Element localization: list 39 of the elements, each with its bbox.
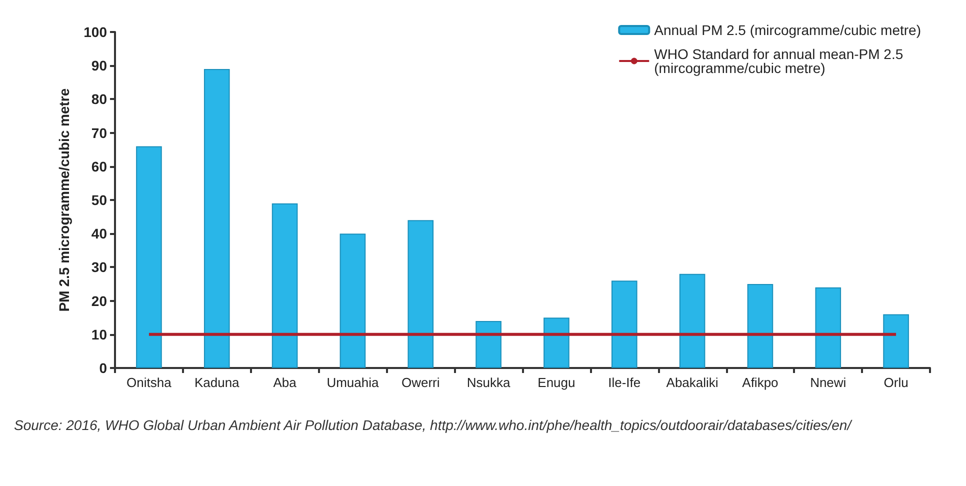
bar — [476, 320, 502, 368]
bar — [272, 203, 298, 368]
x-tick-label: Abakaliki — [666, 375, 718, 390]
bar — [204, 68, 230, 368]
y-tick-label: 70 — [91, 124, 108, 141]
x-tick-label: Orlu — [884, 375, 908, 390]
x-tick-label: Afikpo — [742, 375, 778, 390]
x-tick-label: Umuahia — [326, 375, 380, 390]
legend-label: WHO Standard for annual mean-PM 2.5 (mircogramme/cubic metre) — [654, 46, 908, 76]
bar — [747, 284, 774, 368]
bar — [136, 146, 162, 368]
y-tick-label: 50 — [91, 192, 108, 208]
bar — [883, 314, 909, 368]
x-tick-label: Enugu — [538, 375, 576, 390]
bar — [544, 318, 570, 368]
bar — [611, 280, 638, 368]
bar — [815, 287, 842, 368]
x-tick-label: Ile-Ife — [608, 375, 641, 390]
y-tick-label: 0 — [99, 360, 108, 376]
x-tick-label: Onitsha — [126, 375, 172, 390]
bar — [679, 274, 706, 368]
y-tick-label: 40 — [91, 226, 108, 242]
x-tick-label: Owerri — [401, 375, 440, 390]
y-tick-label: 90 — [91, 58, 108, 74]
y-tick-label: 30 — [91, 259, 108, 276]
y-tick-label: 20 — [91, 292, 108, 309]
x-tick-label: Nsukka — [466, 375, 511, 390]
legend-label: Annual PM 2.5 (mircogramme/cubic metre) — [654, 22, 922, 38]
bar — [340, 234, 366, 368]
source-note: Source: 2016, WHO Global Urban Ambient Air Pollution Database, http://www.who.int/phe/health_topics/outdoorair/databases/cities/en/ — [14, 416, 854, 435]
x-tick-label: Aba — [273, 375, 298, 390]
x-tick-label: Nnewi — [810, 375, 846, 390]
bar — [408, 220, 434, 368]
y-tick-label: 10 — [91, 326, 108, 342]
y-axis-title: PM 2.5 microgramme/cubic metre — [56, 88, 72, 312]
y-tick-label: 60 — [91, 158, 108, 174]
y-tick-label: 80 — [91, 91, 108, 108]
x-tick-label: Kaduna — [194, 375, 240, 390]
y-tick-label: 100 — [84, 24, 108, 40]
